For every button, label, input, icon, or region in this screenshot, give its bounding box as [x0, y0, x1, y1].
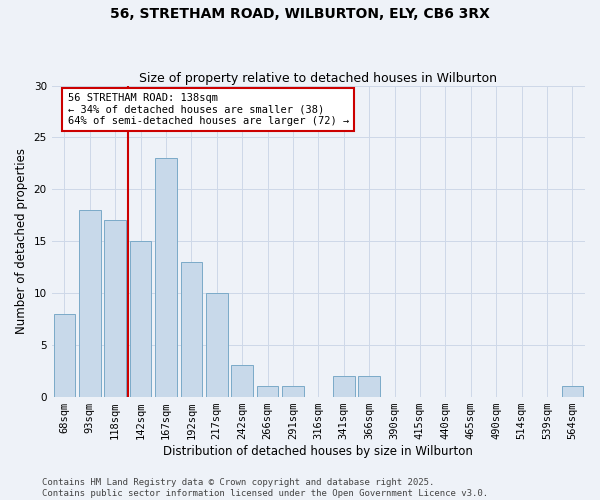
- Bar: [562, 386, 583, 396]
- X-axis label: Distribution of detached houses by size in Wilburton: Distribution of detached houses by size …: [163, 444, 473, 458]
- Bar: [282, 386, 304, 396]
- Bar: [130, 241, 151, 396]
- Bar: [257, 386, 278, 396]
- Bar: [232, 366, 253, 396]
- Title: Size of property relative to detached houses in Wilburton: Size of property relative to detached ho…: [139, 72, 497, 85]
- Bar: [358, 376, 380, 396]
- Text: 56, STRETHAM ROAD, WILBURTON, ELY, CB6 3RX: 56, STRETHAM ROAD, WILBURTON, ELY, CB6 3…: [110, 8, 490, 22]
- Bar: [181, 262, 202, 396]
- Bar: [79, 210, 101, 396]
- Bar: [206, 293, 227, 397]
- Y-axis label: Number of detached properties: Number of detached properties: [15, 148, 28, 334]
- Text: Contains HM Land Registry data © Crown copyright and database right 2025.
Contai: Contains HM Land Registry data © Crown c…: [42, 478, 488, 498]
- Bar: [155, 158, 177, 396]
- Bar: [333, 376, 355, 396]
- Bar: [104, 220, 126, 396]
- Text: 56 STRETHAM ROAD: 138sqm
← 34% of detached houses are smaller (38)
64% of semi-d: 56 STRETHAM ROAD: 138sqm ← 34% of detach…: [68, 93, 349, 126]
- Bar: [53, 314, 75, 396]
